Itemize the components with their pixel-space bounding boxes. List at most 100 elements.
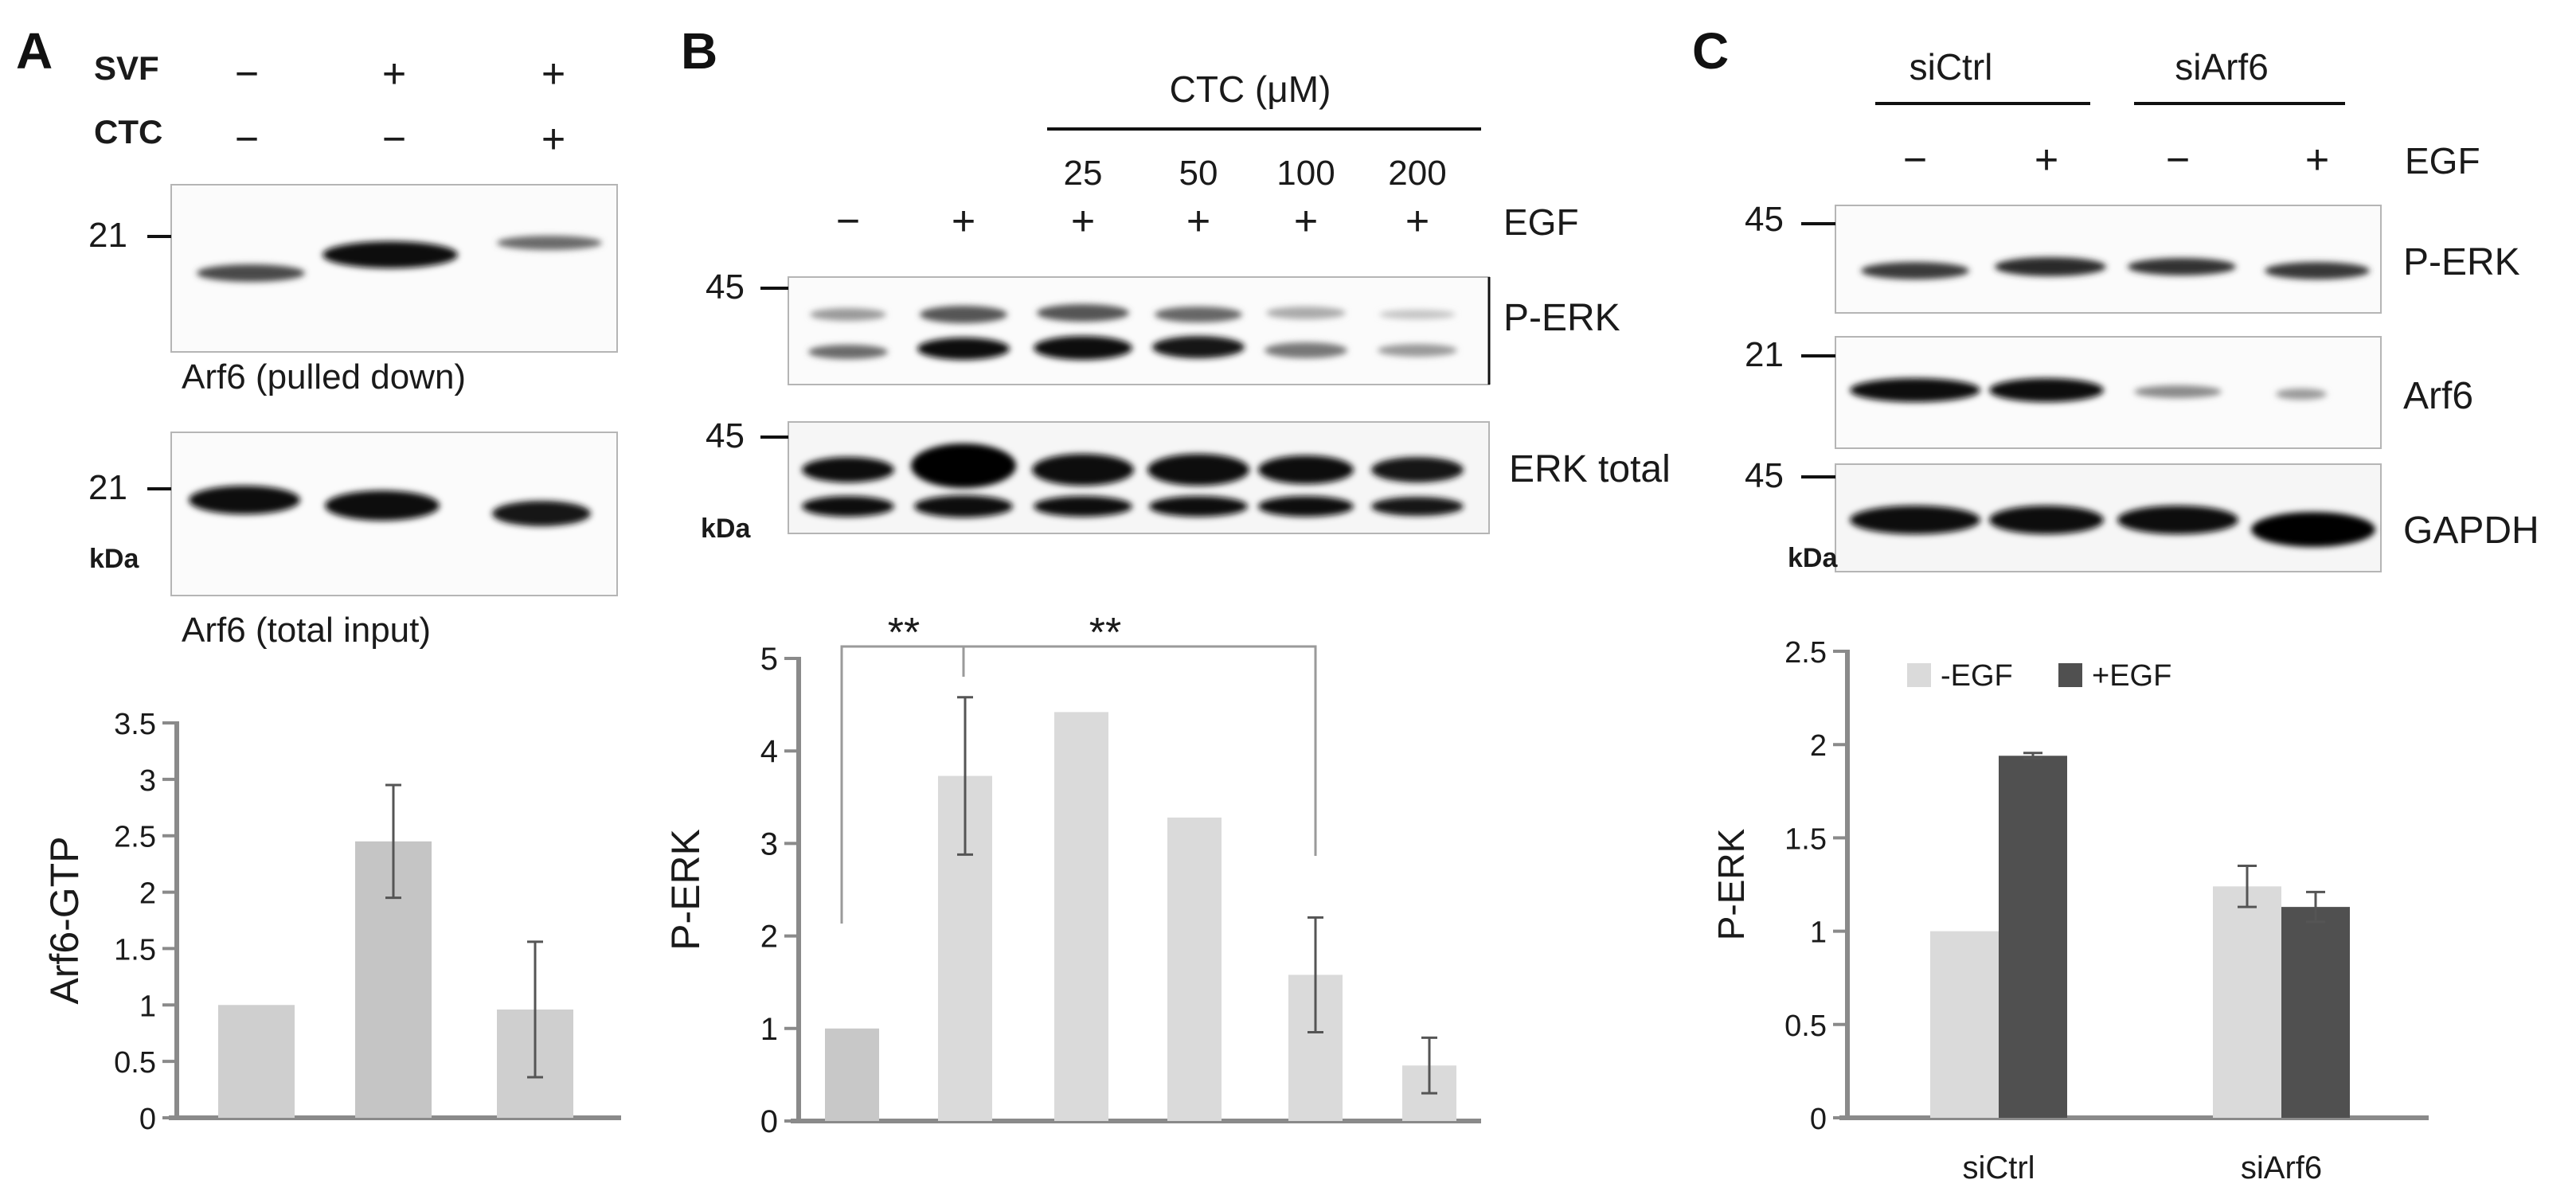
bar (1054, 712, 1108, 1121)
egf-label-b: EGF (1503, 201, 1579, 243)
panel-c: C siCtrl siArf6 − + − + EGF 45 P-ERK 21 (1692, 22, 2539, 573)
blot-band (2276, 389, 2327, 400)
blot-band (2117, 506, 2238, 534)
blot-a1-marker: 21 (88, 216, 127, 255)
blot-band (1258, 496, 1354, 517)
egf-sign-4: + (1186, 198, 1210, 244)
chart-b: 0 1 2 3 4 5 P-ERK (663, 642, 1481, 1139)
treatment-label-ctc: CTC (94, 113, 162, 150)
blot-band (1034, 336, 1132, 360)
panel-b-letter: B (681, 22, 717, 80)
ctc-value-1: 25 (1064, 154, 1103, 193)
blot-bands (1861, 257, 2370, 279)
y-tick-label: 2 (139, 877, 156, 911)
egf-sign-6: + (1405, 198, 1429, 244)
ctc-header: CTC (μM) (1170, 68, 1331, 110)
y-tick-label: 1.5 (1784, 822, 1827, 856)
svf-sign-2: + (382, 51, 406, 97)
blot-c2-label: Arf6 (2403, 375, 2473, 417)
blot-band (322, 241, 458, 268)
ctc-sign-3: + (541, 116, 565, 162)
egf-sign-1: − (836, 198, 860, 244)
y-tick-label: 2.5 (1784, 636, 1827, 670)
blot-band (1155, 307, 1242, 322)
y-tick-label: 1 (1810, 916, 1827, 950)
egf-sign-c2: + (2035, 137, 2058, 183)
blot-band (197, 264, 305, 282)
blot-band (914, 495, 1013, 518)
bar (825, 1028, 879, 1121)
svf-sign-1: − (235, 51, 259, 97)
blot-bands (1850, 506, 2375, 547)
blot-band (1995, 257, 2106, 276)
y-tick-label: 0 (760, 1104, 778, 1139)
blot-band (1989, 378, 2104, 402)
blot-perk-c (1835, 205, 2382, 314)
blot-band (2134, 385, 2222, 398)
ctc-value-3: 100 (1276, 154, 1335, 193)
blot-band (810, 308, 886, 321)
blot-erk-total-b (788, 421, 1490, 534)
blot-band (1037, 304, 1129, 322)
y-tick-label: 3 (139, 764, 156, 798)
blot-bands (189, 486, 591, 526)
legend-swatch (1907, 663, 1931, 687)
blot-c1-marker: 45 (1745, 200, 1784, 239)
blot-band (802, 496, 894, 517)
bar (1999, 756, 2067, 1118)
blot-band (1850, 378, 1980, 402)
treatment-label-svf: SVF (94, 49, 159, 87)
blot-band (1034, 496, 1132, 517)
blot-a2-kda: kDa (89, 544, 139, 574)
legend-label: -EGF (1941, 659, 2013, 693)
y-tick-label: 1 (139, 990, 156, 1023)
bar (2281, 907, 2350, 1118)
x-tick-label: siArf6 (2241, 1150, 2322, 1185)
y-tick-label: 5 (760, 642, 778, 677)
svf-sign-3: + (541, 51, 565, 97)
blot-c3-label: GAPDH (2403, 510, 2539, 552)
y-axis-label: P-ERK (1710, 828, 1752, 940)
panel-c-letter: C (1692, 22, 1729, 80)
blot-b1-marker: 45 (706, 268, 745, 307)
egf-label-c: EGF (2405, 140, 2480, 182)
blot-band (2251, 512, 2375, 547)
y-tick-label: 4 (760, 734, 778, 769)
x-tick-label: siCtrl (1962, 1150, 2035, 1185)
egf-sign-3: + (1071, 198, 1095, 244)
significance-mark-1: ** (888, 610, 920, 656)
blot-band (917, 338, 1010, 360)
blot-band (808, 345, 888, 359)
blot-band (1379, 310, 1456, 319)
ctc-value-2: 50 (1179, 154, 1218, 193)
blot-band (1371, 497, 1464, 516)
egf-sign-2: + (952, 198, 975, 244)
blot-c3-marker: 45 (1745, 456, 1784, 495)
blot-band (497, 236, 602, 250)
blot-c2-marker: 21 (1745, 335, 1784, 374)
ctc-value-4: 200 (1388, 154, 1446, 193)
egf-sign-5: + (1294, 198, 1318, 244)
chart-a: 0 0.5 1 1.5 2 2.5 3 3.5 Arf6-GTP (42, 708, 621, 1136)
group-label-siarf6: siArf6 (2175, 46, 2269, 88)
group-label-sictrl: siCtrl (1910, 46, 1993, 88)
blot-c1-label: P-ERK (2403, 241, 2520, 283)
bar (218, 1005, 295, 1118)
blot-band (802, 457, 894, 482)
blot-band (325, 490, 440, 521)
bar (2213, 886, 2281, 1118)
bracket-2 (962, 645, 1317, 856)
blot-band (1371, 457, 1464, 482)
blot-band (1265, 342, 1347, 358)
blot-band (1861, 262, 1969, 279)
y-tick-label: 0 (1810, 1103, 1827, 1136)
significance-mark-2: ** (1089, 610, 1121, 656)
ctc-sign-1: − (235, 116, 259, 162)
blot-b2-label: ERK total (1509, 448, 1671, 490)
blot-c3-kda: kDa (1788, 543, 1838, 573)
blot-b2-kda: kDa (701, 514, 751, 544)
y-tick-label: 2.5 (114, 821, 156, 854)
y-tick-label: 3.5 (114, 708, 156, 741)
chart-c: 0 0.5 1 1.5 2 2.5 P-ERK siCtrl siArf6 -EGF +EGF (1710, 636, 2429, 1185)
